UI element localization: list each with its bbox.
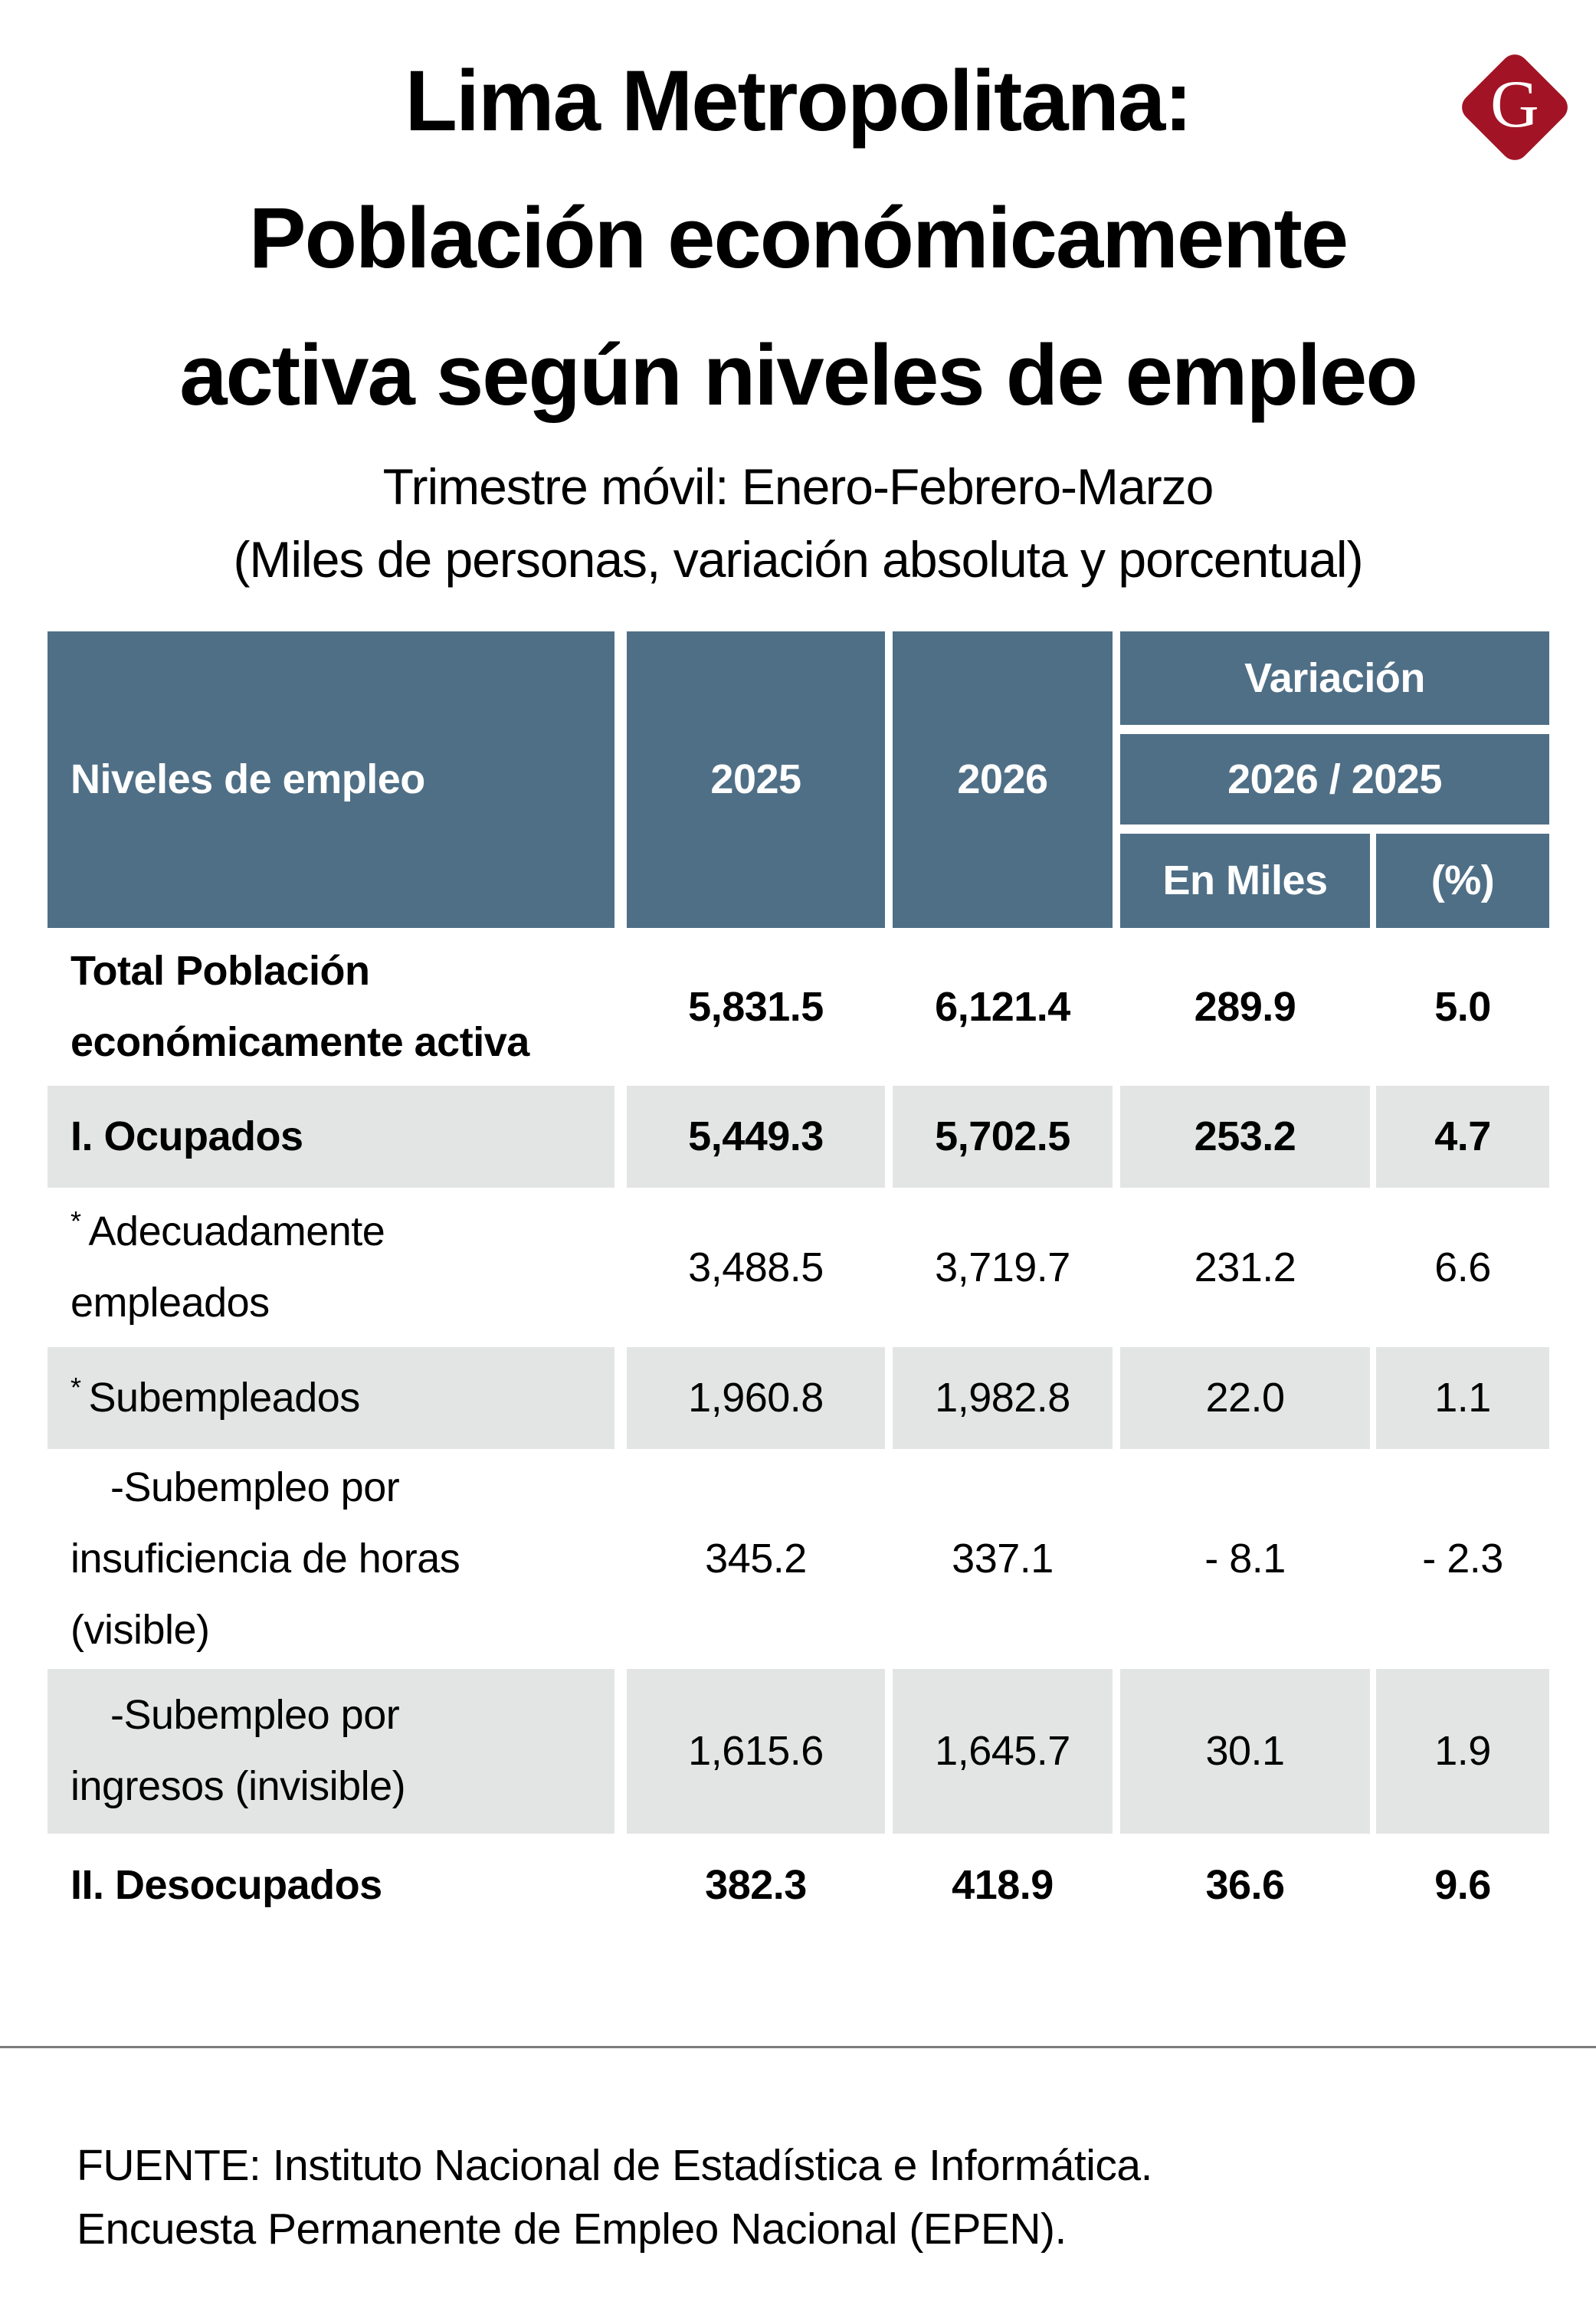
value-var-pct: 6.6 (1434, 1244, 1491, 1290)
title-line-3: activa según niveles de empleo (179, 327, 1417, 424)
table-row-subempleo-invisible: -Subempleo por ingresos (invisible) 1,61… (48, 1668, 1549, 1834)
value-var-miles: 36.6 (1205, 1862, 1285, 1909)
subtitle-line-1: Trimestre móvil: Enero-Febrero-Marzo (382, 457, 1214, 515)
row-label: * Adecuadamente empleados (70, 1205, 385, 1326)
value-2026: 5,702.5 (893, 1085, 1113, 1188)
header-niveles-de-empleo: Niveles de empleo (48, 631, 614, 928)
value-2026: 1,982.8 (893, 1346, 1113, 1449)
table-row-subempleados: * Subempleados 1,960.8 1,982.8 22.0 1.1 (48, 1346, 1549, 1449)
row-label: -Subempleo por insuficiencia de horas (v… (70, 1464, 460, 1653)
title-line-2: Población económicamente (248, 190, 1349, 287)
header-pct: (%) (1376, 833, 1549, 928)
value-var-miles: - 8.1 (1204, 1536, 1286, 1582)
value-2026: 418.9 (952, 1862, 1054, 1909)
value-var-miles: 289.9 (1194, 983, 1296, 1030)
value-var-pct: 1.1 (1376, 1346, 1549, 1449)
value-var-miles: 231.2 (1194, 1244, 1296, 1290)
value-2025: 345.2 (705, 1536, 807, 1582)
table-row-total-pea: Total Población económicamente activa 5,… (48, 928, 1549, 1086)
source-line-1: FUENTE: Instituto Nacional de Estadístic… (77, 2140, 1152, 2190)
row-label: Total Población económicamente activa (70, 947, 529, 1065)
asterisk-marker: * (70, 1371, 81, 1403)
row-label: * Subempleados (48, 1346, 614, 1449)
page-title: Lima Metropolitana: Población económicam… (0, 0, 1596, 444)
value-2025: 1,615.6 (627, 1668, 885, 1834)
value-2025: 382.3 (705, 1862, 807, 1909)
value-2025: 5,449.3 (627, 1085, 885, 1188)
subtitle-line-2: (Miles de personas, variación absoluta y… (233, 530, 1363, 588)
value-var-miles: 253.2 (1120, 1085, 1370, 1188)
value-var-pct: 4.7 (1376, 1085, 1549, 1188)
value-var-pct: 5.0 (1434, 983, 1491, 1030)
value-var-pct: 1.9 (1376, 1668, 1549, 1834)
header-2026: 2026 (893, 631, 1113, 928)
value-2026: 3,719.7 (935, 1244, 1070, 1290)
table-row-desocupados: II. Desocupados 382.3 418.9 36.6 9.6 (48, 1834, 1549, 1937)
value-2026: 6,121.4 (935, 983, 1070, 1030)
table-row-adecuadamente-empleados: * Adecuadamente empleados 3,488.5 3,719.7… (48, 1188, 1549, 1347)
page-subtitle: Trimestre móvil: Enero-Febrero-Marzo (Mi… (0, 451, 1596, 596)
value-2026: 337.1 (952, 1536, 1054, 1582)
value-2026: 1,645.7 (893, 1668, 1113, 1834)
table-row-ocupados: I. Ocupados 5,449.3 5,702.5 253.2 4.7 (48, 1085, 1549, 1188)
header-variacion: Variación (1120, 631, 1549, 725)
row-label: -Subempleo por ingresos (invisible) (48, 1668, 614, 1834)
value-2025: 1,960.8 (627, 1346, 885, 1449)
header-2026-2025: 2026 / 2025 (1120, 733, 1549, 825)
table-header: Niveles de empleo 2025 2026 Variación 20… (48, 631, 1549, 928)
source-note: FUENTE: Instituto Nacional de Estadístic… (77, 2134, 1596, 2263)
asterisk-marker: * (70, 1205, 81, 1237)
row-label: I. Ocupados (48, 1085, 614, 1188)
divider-line (0, 2045, 1596, 2048)
logo-letter-g: G (1490, 67, 1539, 142)
value-2025: 3,488.5 (688, 1244, 824, 1290)
header-en-miles: En Miles (1120, 833, 1370, 928)
employment-table: Niveles de empleo 2025 2026 Variación 20… (48, 631, 1549, 1937)
value-var-pct: - 2.3 (1422, 1536, 1503, 1582)
table-row-subempleo-visible: -Subempleo por insuficiencia de horas (v… (48, 1449, 1549, 1669)
source-line-2: Encuesta Permanente de Empleo Nacional (… (77, 2205, 1067, 2254)
title-line-1: Lima Metropolitana: (405, 53, 1192, 149)
value-2025: 5,831.5 (688, 983, 824, 1030)
value-var-miles: 30.1 (1120, 1668, 1370, 1834)
value-var-miles: 22.0 (1120, 1346, 1370, 1449)
row-label: II. Desocupados (70, 1861, 382, 1908)
header-2025: 2025 (627, 631, 885, 928)
value-var-pct: 9.6 (1434, 1862, 1491, 1909)
